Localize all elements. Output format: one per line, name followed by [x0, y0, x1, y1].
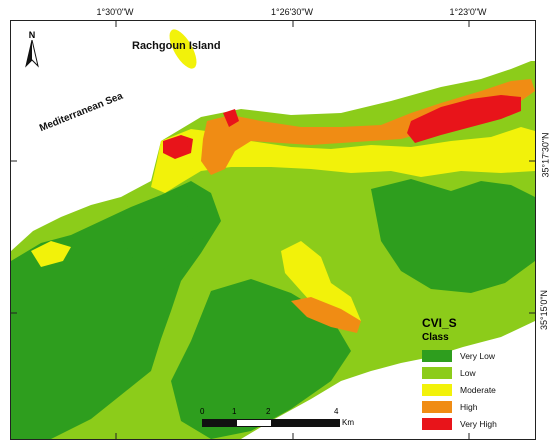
scale-ticks: 0 1 2 4 [200, 407, 340, 417]
legend-swatch [422, 400, 452, 413]
legend-swatch [422, 417, 452, 430]
high-zone [201, 79, 535, 175]
latitude-label-2: 35°15'0"N [538, 289, 549, 331]
north-arrow-icon: N [22, 30, 42, 70]
legend: CVI_S Class Very Low Low Moderate High V… [416, 316, 534, 432]
legend-title: CVI_S [422, 316, 457, 330]
scale-tick-2: 2 [266, 407, 271, 416]
scale-unit: Km [342, 418, 354, 427]
very-high-zone [407, 95, 521, 143]
map-canvas [11, 21, 535, 439]
high-zone-2 [291, 297, 361, 333]
legend-item-high: High [422, 398, 534, 415]
legend-label: High [460, 401, 478, 412]
legend-label: Very High [460, 418, 497, 429]
legend-label: Low [460, 367, 476, 378]
island-label: Rachgoun Island [132, 40, 221, 52]
scale-tick-0: 0 [200, 407, 205, 416]
legend-label: Moderate [460, 384, 496, 395]
legend-swatch [422, 366, 452, 379]
north-label: N [28, 30, 36, 40]
legend-item-low: Low [422, 364, 534, 381]
land-very-low-area-4 [123, 197, 197, 271]
longitude-label-3: 1°23'0"W [449, 7, 487, 17]
legend-item-moderate: Moderate [422, 381, 534, 398]
land-very-low-area-3 [371, 179, 535, 293]
moderate-zone-3 [281, 241, 361, 327]
legend-item-very-low: Very Low [422, 347, 534, 364]
latitude-label-1: 35°17'30"N [540, 132, 550, 178]
legend-subtitle: Class [422, 332, 449, 343]
longitude-label-1: 1°30'0"W [96, 7, 134, 17]
legend-label: Very Low [460, 350, 495, 361]
very-high-zone-3 [223, 109, 239, 127]
scale-bar: 0 1 2 4 Km [200, 407, 370, 437]
legend-swatch [422, 349, 452, 362]
legend-item-very-high: Very High [422, 415, 534, 432]
map-frame [10, 20, 536, 440]
longitude-label-2: 1°26'30"W [270, 7, 314, 17]
arrow-icon [25, 39, 39, 68]
land-very-low-area-2 [171, 279, 351, 439]
legend-swatch [422, 383, 452, 396]
moderate-zone-2 [31, 241, 71, 267]
rachgoun-island [169, 29, 197, 69]
scale-tick-4: 4 [334, 407, 339, 416]
scale-bar-body [202, 419, 340, 427]
very-high-zone-2 [163, 135, 193, 159]
scale-tick-1: 1 [232, 407, 237, 416]
